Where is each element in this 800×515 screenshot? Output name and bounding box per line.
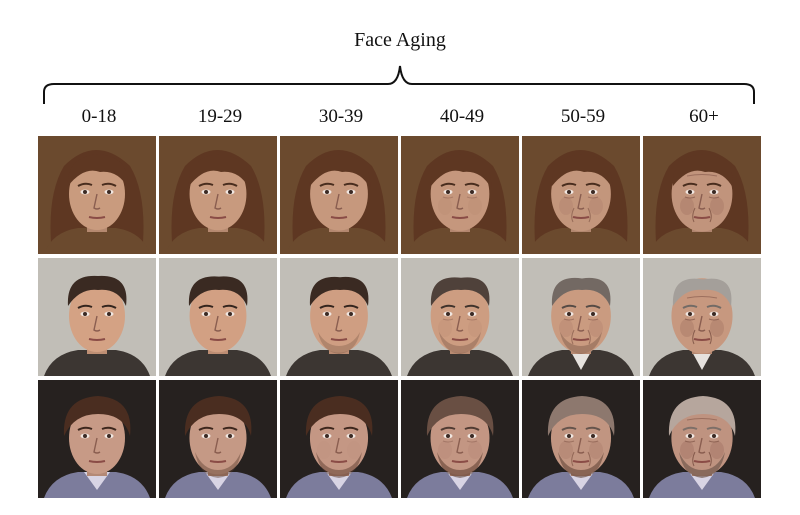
face-row-boy (38, 380, 764, 498)
age-label-19-29: 19-29 (197, 106, 243, 127)
face-image-boy-19-29 (159, 380, 277, 498)
face-image-boy-60-plus (643, 380, 761, 498)
face-image-woman-30-39 (280, 136, 398, 254)
face-image-woman-50-59 (522, 136, 640, 254)
age-label-30-39: 30-39 (318, 106, 364, 127)
age-group-labels: 0-18 19-29 30-39 40-49 50-59 60+ (40, 105, 764, 131)
face-image-young-man-19-29 (159, 258, 277, 376)
face-image-boy-0-18 (38, 380, 156, 498)
age-range-brace (43, 65, 755, 104)
face-image-boy-50-59 (522, 380, 640, 498)
face-row-young-man (38, 258, 764, 376)
age-label-60-plus: 60+ (689, 106, 719, 127)
face-image-woman-19-29 (159, 136, 277, 254)
face-row-woman (38, 136, 764, 254)
face-image-young-man-0-18 (38, 258, 156, 376)
face-image-woman-0-18 (38, 136, 156, 254)
face-image-woman-40-49 (401, 136, 519, 254)
face-aging-grid (38, 136, 764, 498)
figure-title: Face Aging (354, 29, 446, 51)
face-image-boy-40-49 (401, 380, 519, 498)
face-image-boy-30-39 (280, 380, 398, 498)
age-label-0-18: 0-18 (81, 106, 117, 127)
face-image-young-man-30-39 (280, 258, 398, 376)
face-image-young-man-50-59 (522, 258, 640, 376)
face-image-young-man-60-plus (643, 258, 761, 376)
age-label-50-59: 50-59 (560, 106, 606, 127)
face-image-woman-60-plus (643, 136, 761, 254)
face-image-young-man-40-49 (401, 258, 519, 376)
age-label-40-49: 40-49 (439, 106, 485, 127)
